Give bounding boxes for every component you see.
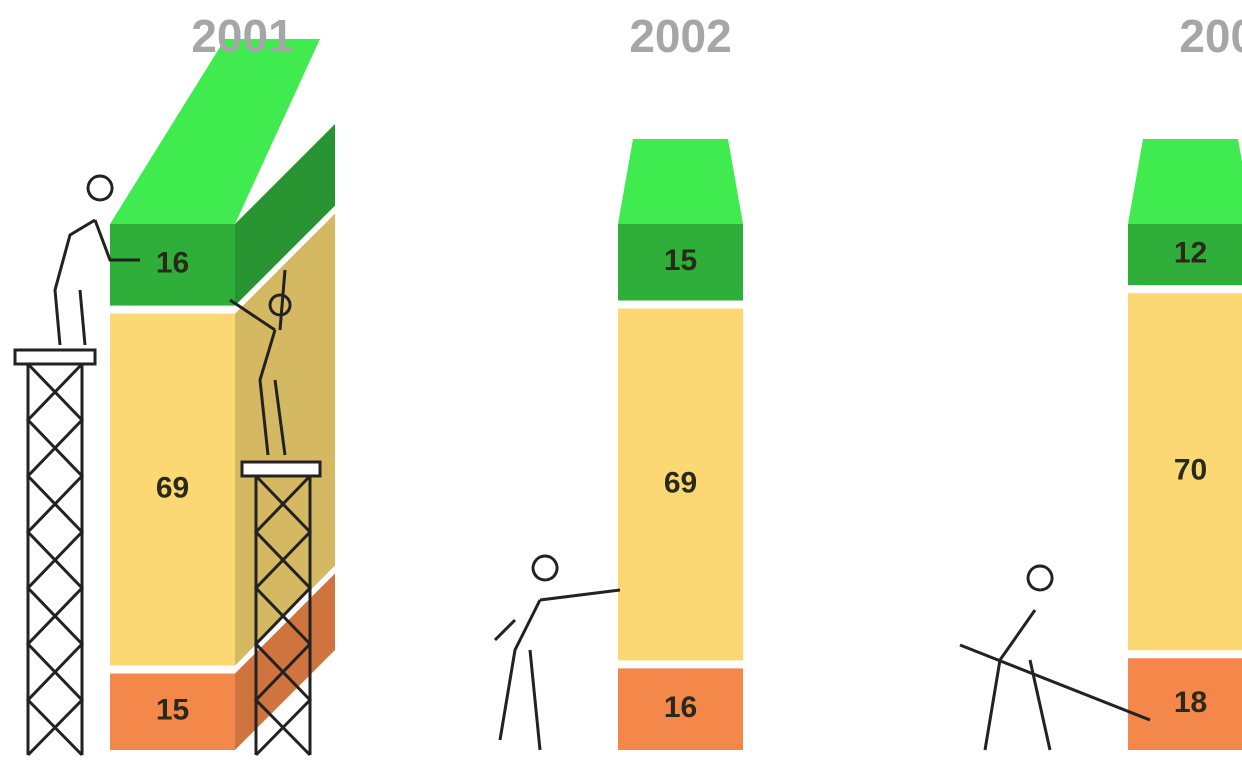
value-label: 16 xyxy=(156,247,189,280)
value-label: 69 xyxy=(156,471,189,504)
bar-top-face xyxy=(618,139,743,224)
value-label: 18 xyxy=(1174,686,1207,719)
year-label: 2002 xyxy=(629,10,731,62)
value-label: 12 xyxy=(1174,237,1207,270)
bar-top-face xyxy=(1128,139,1242,224)
year-label: 2001 xyxy=(191,10,293,62)
value-label: 15 xyxy=(156,694,189,727)
chart: 15 69 16 16 69 15 18 70 12 2001 2002 2003 xyxy=(0,0,1242,763)
scaffold-platform xyxy=(15,350,95,364)
year-label: 2003 xyxy=(1179,10,1242,62)
value-label: 16 xyxy=(664,691,697,724)
value-label: 15 xyxy=(664,244,697,277)
scaffold-platform xyxy=(242,462,320,476)
value-label: 70 xyxy=(1174,454,1207,487)
value-label: 69 xyxy=(664,466,697,499)
